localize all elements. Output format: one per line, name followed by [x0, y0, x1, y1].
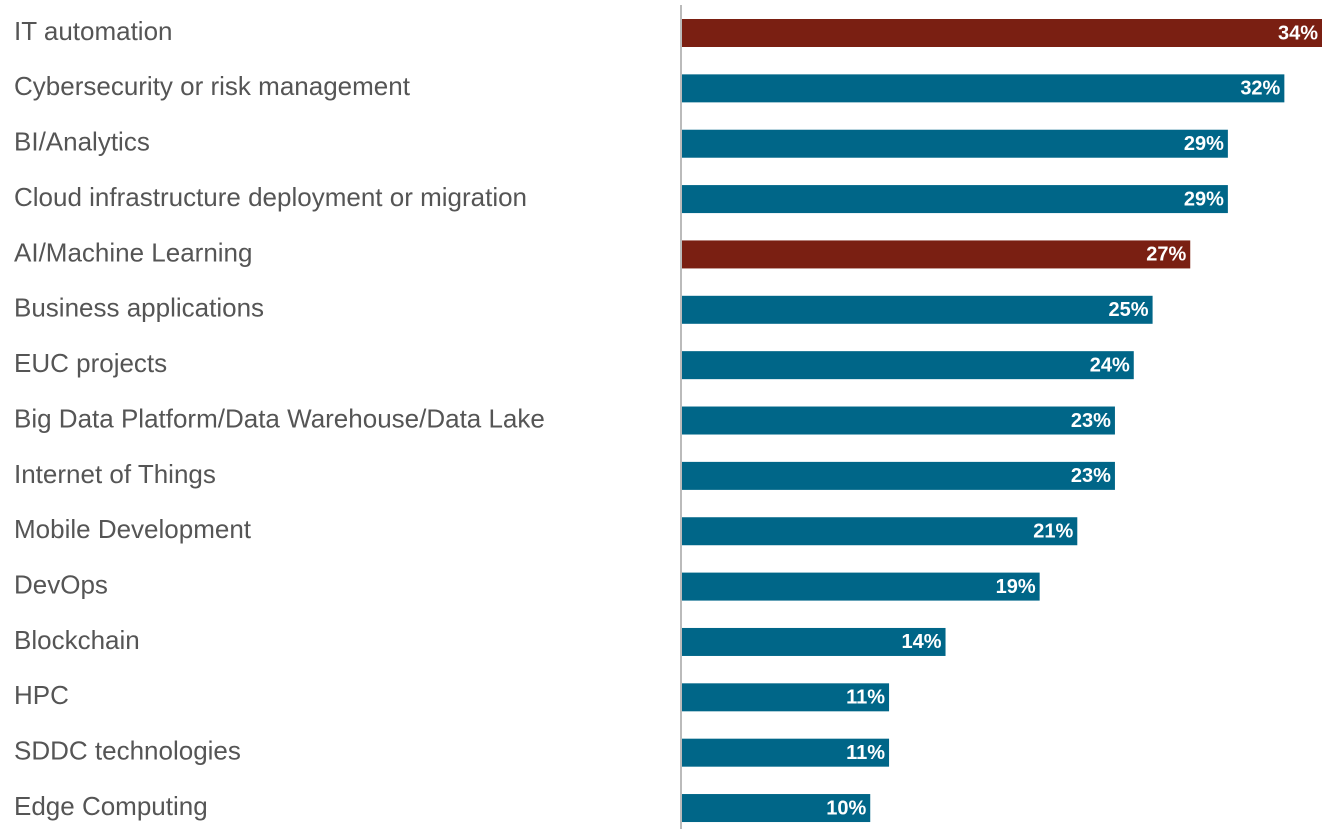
value-label: 23% — [1071, 465, 1111, 487]
category-label: SDDC technologies — [14, 736, 241, 766]
bar — [682, 185, 1228, 214]
category-label: Edge Computing — [14, 791, 208, 821]
bar — [682, 19, 1322, 47]
value-label: 10% — [826, 797, 866, 819]
category-label: Internet of Things — [14, 459, 216, 489]
category-label: Cybersecurity or risk management — [14, 71, 411, 101]
bar — [682, 351, 1134, 380]
bar — [682, 794, 871, 823]
value-label: 11% — [846, 687, 885, 709]
category-label: Cloud infrastructure deployment or migra… — [14, 182, 527, 212]
category-label: IT automation — [14, 16, 173, 46]
value-label: 29% — [1184, 133, 1224, 155]
bar — [682, 295, 1153, 324]
category-label: Business applications — [14, 293, 264, 323]
value-label: 21% — [1033, 521, 1073, 543]
category-label: EUC projects — [14, 348, 167, 378]
value-label: 23% — [1071, 410, 1111, 432]
value-label: 14% — [901, 631, 941, 653]
category-label: HPC — [14, 680, 69, 710]
value-label: 11% — [846, 742, 885, 764]
bar — [682, 572, 1040, 601]
category-label: BI/Analytics — [14, 127, 150, 157]
bar — [682, 738, 890, 767]
bar — [682, 461, 1115, 490]
bar — [682, 74, 1285, 103]
value-label: 25% — [1109, 299, 1149, 321]
value-label: 29% — [1184, 188, 1224, 210]
value-label: 32% — [1240, 78, 1280, 100]
category-label: Big Data Platform/Data Warehouse/Data La… — [14, 403, 545, 433]
value-label: 34% — [1278, 22, 1318, 44]
bar — [682, 129, 1228, 158]
category-label: DevOps — [14, 569, 108, 599]
category-label: AI/Machine Learning — [14, 237, 252, 267]
bar — [682, 517, 1078, 546]
value-label: 27% — [1146, 244, 1186, 266]
bar — [682, 240, 1191, 269]
value-label: 19% — [996, 576, 1036, 598]
value-label: 24% — [1090, 354, 1130, 376]
category-label: Blockchain — [14, 625, 140, 655]
category-label: Mobile Development — [14, 514, 252, 544]
bar — [682, 627, 946, 656]
bar — [682, 683, 890, 712]
bar — [682, 406, 1115, 435]
